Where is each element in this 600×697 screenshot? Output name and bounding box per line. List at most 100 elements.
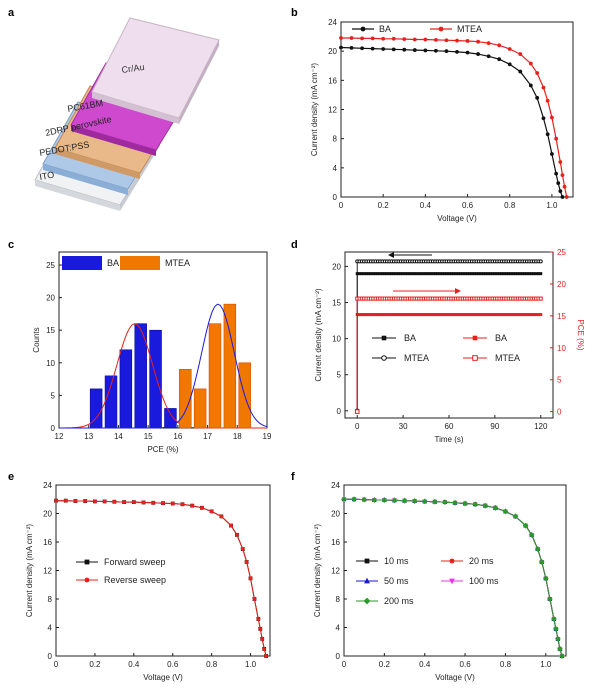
- data-point: [380, 313, 384, 317]
- x-tick-label: 12: [55, 432, 64, 441]
- histogram-bar: [119, 349, 133, 429]
- data-point: [555, 636, 561, 642]
- x-tick-label: 0.6: [167, 660, 179, 669]
- panel-e-label: e: [8, 471, 14, 483]
- data-point: [530, 313, 534, 317]
- data-point: [560, 173, 565, 178]
- data-point: [383, 272, 387, 276]
- data-point: [408, 313, 412, 317]
- data-point: [495, 313, 499, 317]
- arrow-left-head: [388, 252, 394, 258]
- legend-label: MTEA: [404, 353, 429, 363]
- panel-d-label: d: [291, 239, 298, 251]
- y-tick-label: 16: [43, 538, 52, 547]
- data-point: [412, 37, 417, 42]
- data-point: [426, 272, 430, 276]
- data-point: [495, 272, 499, 276]
- data-point: [383, 313, 387, 317]
- data-point: [534, 546, 541, 553]
- y-right-tick-label: 5: [557, 376, 562, 385]
- y-tick-label: 20: [328, 47, 337, 56]
- x-axis-label: PCE (%): [147, 445, 178, 454]
- data-point: [442, 499, 448, 505]
- layer-cr-au: [91, 17, 220, 124]
- data-point: [452, 272, 456, 276]
- data-point: [351, 496, 357, 503]
- data-point: [493, 272, 497, 276]
- data-point: [541, 85, 546, 90]
- data-point: [461, 272, 465, 276]
- x-tick-label: 14: [114, 432, 123, 441]
- y-tick-label: 8: [48, 595, 53, 604]
- data-point: [477, 272, 481, 276]
- data-point: [530, 272, 534, 276]
- data-point: [454, 313, 458, 317]
- y-tick-label: 0: [336, 652, 341, 661]
- data-point: [442, 313, 446, 317]
- data-point: [461, 313, 465, 317]
- y-tick-label: 24: [43, 481, 52, 490]
- data-point: [535, 95, 540, 100]
- data-point: [258, 627, 263, 631]
- data-point: [465, 39, 470, 43]
- y-tick-label: 4: [333, 164, 338, 173]
- data-point: [401, 272, 405, 276]
- data-point: [240, 547, 245, 552]
- panel-b-label: b: [291, 7, 298, 19]
- x-tick-label: 0.4: [419, 660, 431, 669]
- data-point: [339, 45, 343, 50]
- data-point: [550, 115, 554, 120]
- data-point: [434, 37, 438, 42]
- y-tick-label: 20: [331, 510, 340, 519]
- data-point: [402, 47, 407, 52]
- panel-c-plot: 12 13 14 15 16 17 18 19 0 5 10 15 20 25 PCE (%) Counts B…: [32, 251, 272, 454]
- data-point: [256, 617, 261, 621]
- legend-label: BA: [379, 24, 391, 34]
- y-axis-label: Current density (mA cm⁻²): [313, 524, 322, 617]
- data-point: [525, 272, 529, 276]
- legend-label: 10 ms: [384, 556, 409, 566]
- data-point: [413, 272, 417, 276]
- data-point: [433, 272, 437, 276]
- data-point: [429, 313, 433, 317]
- data-point: [486, 272, 490, 276]
- legend-marker: [84, 559, 90, 565]
- y-tick-label: 4: [48, 624, 53, 633]
- data-point: [545, 132, 550, 137]
- y-tick-label: 0: [51, 424, 56, 433]
- y-tick-label: 4: [336, 624, 341, 633]
- data-point: [553, 626, 559, 632]
- data-point: [93, 499, 97, 504]
- data-point: [410, 272, 414, 276]
- data-point: [456, 272, 460, 276]
- data-point: [391, 497, 398, 504]
- data-point: [385, 272, 389, 276]
- series-line: [344, 498, 563, 657]
- data-point: [536, 272, 540, 276]
- data-point: [442, 272, 446, 276]
- data-point: [491, 272, 495, 276]
- x-tick-label: 16: [173, 432, 182, 441]
- data-point: [387, 313, 391, 317]
- data-point: [559, 653, 565, 659]
- x-tick-label: 0.2: [89, 660, 101, 669]
- y-right-tick-label: 15: [557, 312, 566, 321]
- data-point: [423, 48, 428, 53]
- data-point: [475, 313, 479, 317]
- y-axis-label: Current density (mA cm⁻²): [310, 63, 319, 156]
- panel-c: c 12 13 14 15 16 17 18 19 0 5 10 15 20 25 PCE (%) Count…: [8, 239, 272, 454]
- data-point: [479, 313, 483, 317]
- data-point: [360, 272, 364, 276]
- data-point: [361, 496, 368, 503]
- data-point: [554, 171, 559, 176]
- x-tick-label: 0.6: [460, 660, 472, 669]
- legend-label: BA: [404, 333, 416, 343]
- data-point: [397, 313, 401, 317]
- data-point: [151, 500, 156, 505]
- data-point: [431, 272, 435, 276]
- data-point: [534, 313, 538, 317]
- panel-f: f 0 0.2 0.4 0.6 0.8 1.0 0 4 8 12 16 20 24 Voltage (V)…: [291, 471, 567, 682]
- data-point: [408, 272, 412, 276]
- data-point: [419, 272, 423, 276]
- data-point: [421, 498, 428, 505]
